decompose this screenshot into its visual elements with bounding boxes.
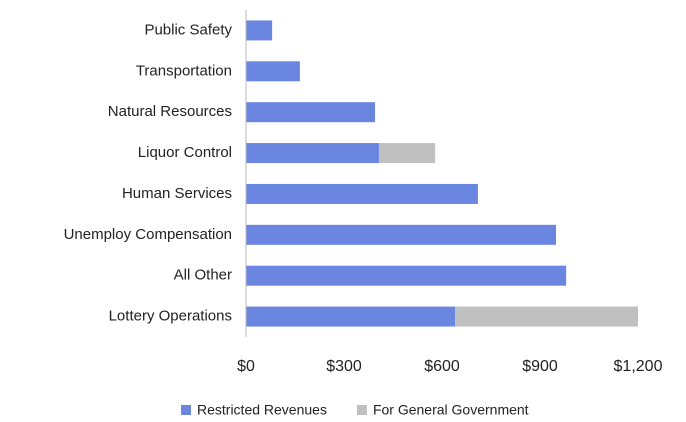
legend-label: For General Government — [373, 402, 529, 418]
x-tick-label: $1,200 — [614, 358, 663, 375]
x-tick-label: $600 — [424, 358, 460, 375]
bar — [246, 224, 557, 245]
bar — [455, 306, 638, 327]
category-label: Liquor Control — [138, 144, 232, 161]
category-label: Natural Resources — [108, 103, 232, 120]
bar — [246, 102, 376, 123]
legend-swatch — [356, 405, 367, 415]
x-tick-label: $0 — [237, 358, 255, 375]
bar — [246, 143, 379, 164]
category-label: Lottery Operations — [109, 308, 232, 325]
legend-swatch — [181, 405, 191, 415]
category-label: Human Services — [122, 185, 232, 202]
legend-label: Restricted Revenues — [197, 402, 327, 418]
category-label: Unemploy Compensation — [64, 226, 232, 243]
category-label: All Other — [174, 267, 232, 284]
category-label: Public Safety — [144, 21, 232, 38]
bar — [246, 306, 456, 327]
x-tick-label: $900 — [522, 358, 558, 375]
category-label: Transportation — [136, 62, 232, 79]
x-tick-label: $300 — [326, 358, 362, 375]
bar — [246, 183, 478, 204]
bar — [246, 265, 567, 286]
bar — [378, 143, 436, 164]
bar — [246, 61, 300, 82]
bar — [246, 20, 273, 41]
